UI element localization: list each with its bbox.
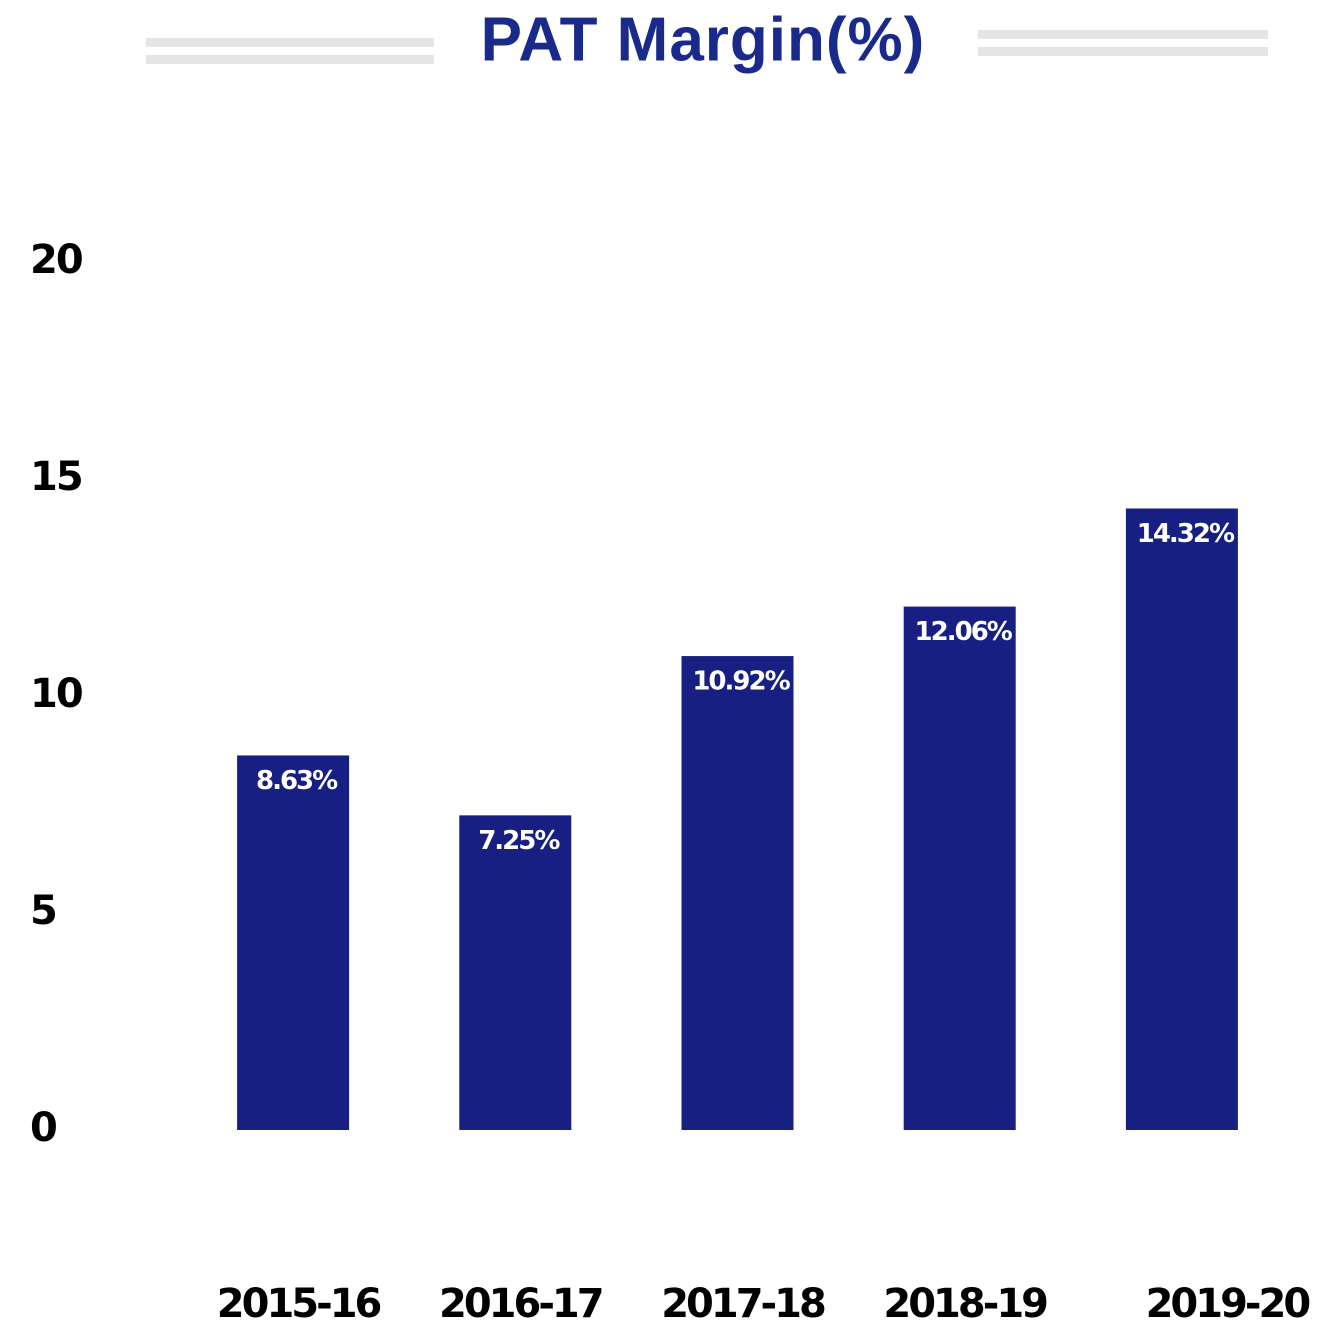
y-tick-label: 5	[30, 888, 56, 934]
value-label: 10.92%	[692, 667, 790, 697]
value-label: 7.25%	[478, 826, 560, 856]
title-decoration	[146, 30, 1268, 64]
bar	[237, 755, 350, 1130]
value-label: 14.32%	[1137, 519, 1235, 549]
bar	[903, 606, 1016, 1130]
value-label: 12.06%	[915, 617, 1013, 647]
y-tick-label: 0	[30, 1105, 56, 1151]
x-tick-label: 2019-20	[1146, 1281, 1310, 1327]
chart-title: PAT Margin(%)	[481, 5, 926, 74]
bar	[681, 656, 794, 1130]
value-label: 8.63%	[256, 766, 338, 796]
y-tick-label: 10	[30, 671, 82, 717]
y-tick-label: 20	[30, 237, 82, 283]
x-tick-label: 2018-19	[883, 1281, 1047, 1327]
x-tick-label: 2017-18	[661, 1281, 825, 1327]
x-tick-label: 2015-16	[217, 1281, 381, 1327]
bar	[459, 815, 572, 1130]
y-tick-label: 15	[30, 454, 82, 500]
bar	[1125, 508, 1238, 1131]
x-tick-label: 2016-17	[439, 1281, 602, 1327]
